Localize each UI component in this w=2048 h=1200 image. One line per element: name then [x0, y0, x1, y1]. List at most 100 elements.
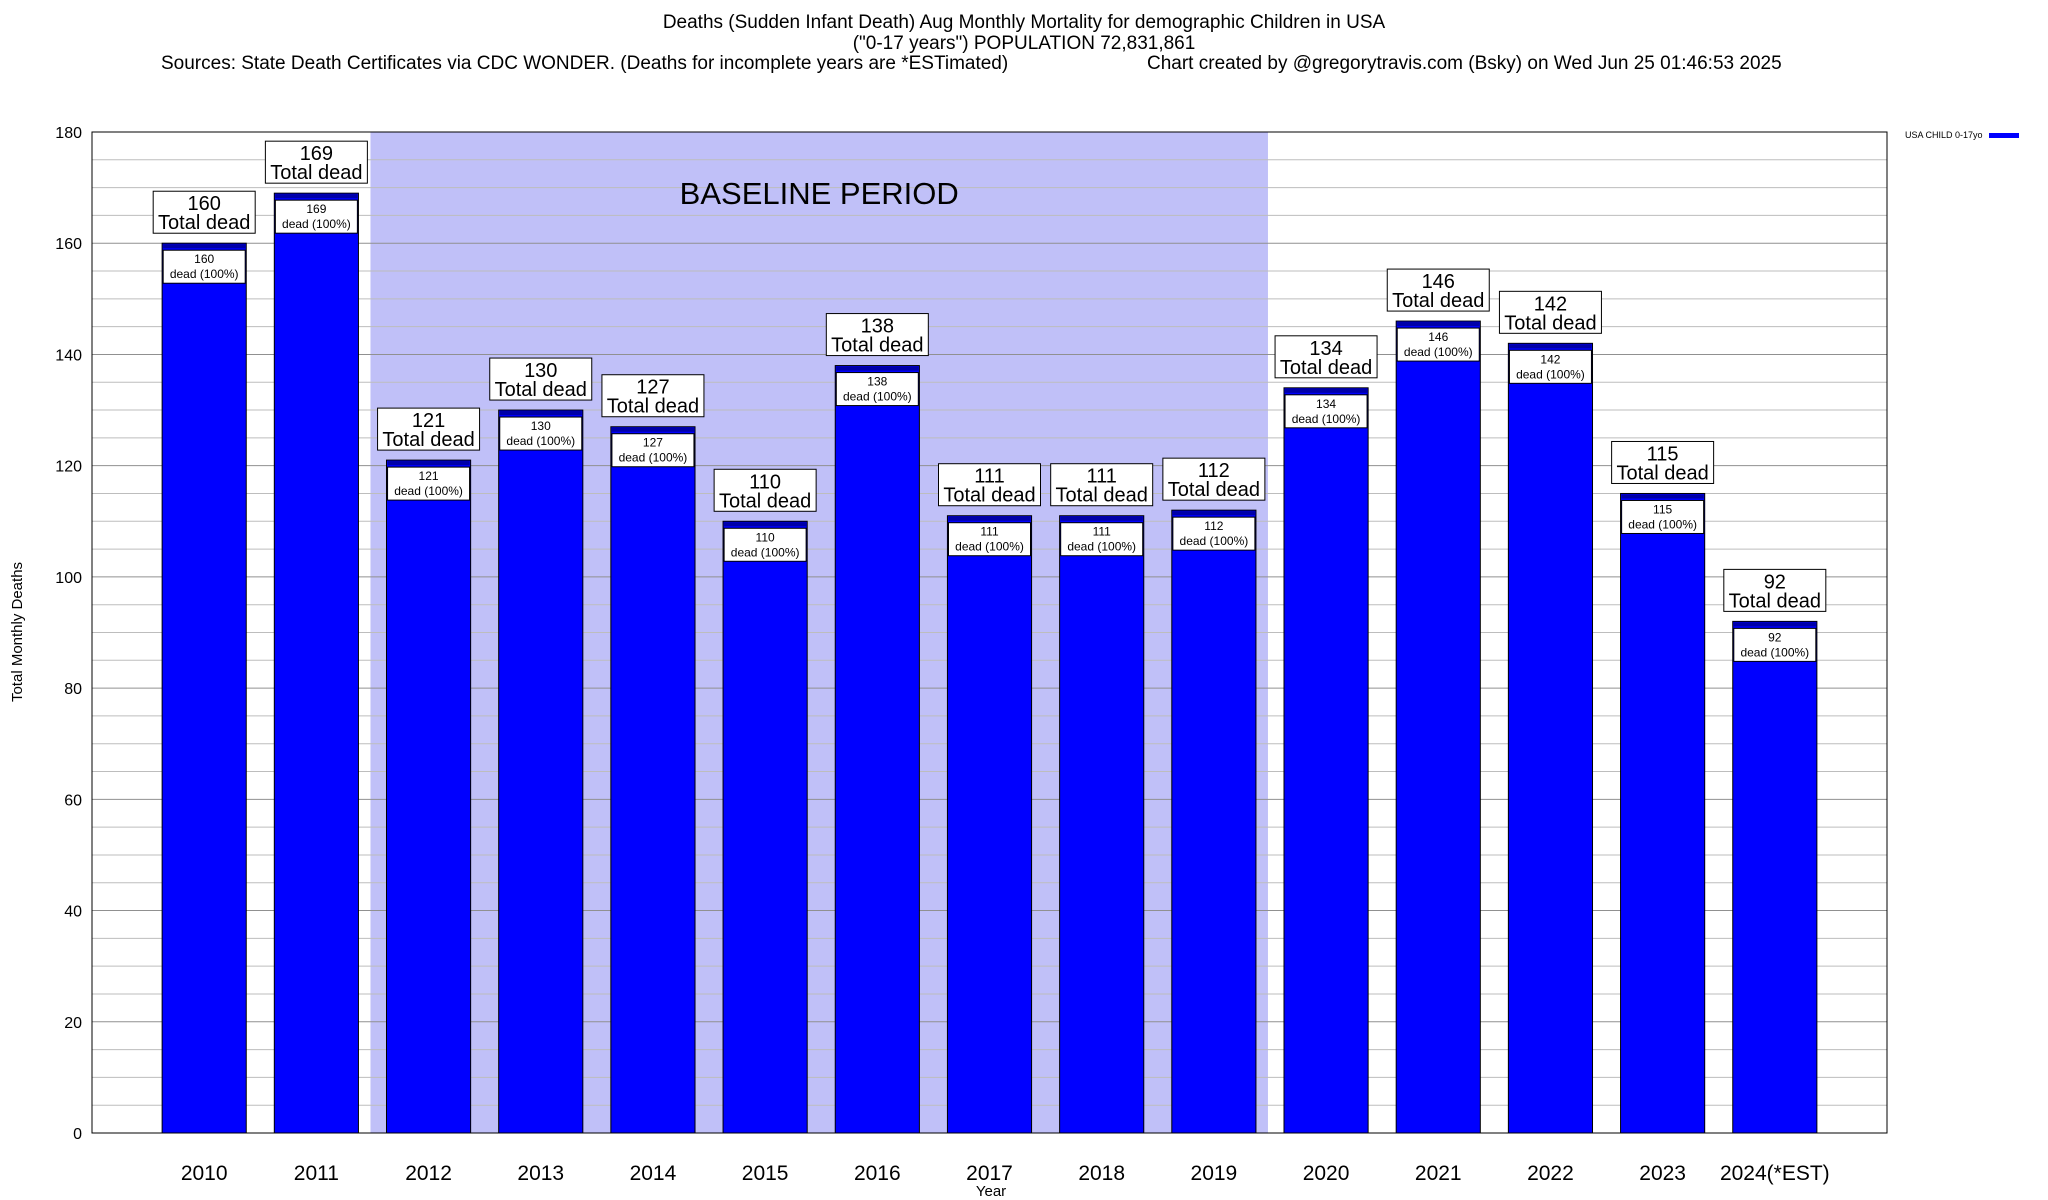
inner-label-value: 111 [1093, 525, 1112, 539]
x-tick-label: 2013 [517, 1162, 564, 1185]
legend-swatch [1988, 132, 2019, 138]
x-tick-label: 2022 [1527, 1162, 1574, 1185]
x-tick-label: 2018 [1078, 1162, 1125, 1185]
top-label-value: 112 [1198, 460, 1230, 482]
legend-label: USA CHILD 0-17yo [1905, 130, 1983, 140]
inner-label-value: 92 [1768, 630, 1782, 644]
top-label-text: Total dead [1392, 290, 1484, 312]
top-label-value: 111 [1086, 466, 1116, 488]
bar-top-stripe [1397, 322, 1480, 327]
x-tick-label: 2016 [854, 1162, 901, 1185]
top-label-box [1611, 440, 1715, 484]
bar [1395, 320, 1481, 1134]
bar [273, 192, 359, 1134]
inner-label-value: 110 [756, 530, 775, 544]
inner-label-text: dead (100%) [1516, 367, 1585, 381]
plot-frame [91, 131, 1888, 1134]
bar-top-stripe [611, 427, 695, 432]
bar [722, 520, 808, 1134]
bar-top-stripe [1621, 494, 1704, 499]
x-tick-label: 2024(*EST) [1720, 1162, 1830, 1185]
bar-top-stripe [948, 516, 1031, 521]
y-axis-label: Total Monthly Deaths [9, 562, 26, 702]
top-label-text: Total dead [719, 490, 811, 512]
top-label-box [1274, 335, 1378, 379]
inner-label-box [835, 372, 919, 407]
top-label-box [601, 374, 705, 418]
top-label-text: Total dead [495, 379, 587, 401]
top-label-box [489, 357, 593, 401]
x-tick-label: 2012 [405, 1162, 452, 1185]
top-label-value: 115 [1647, 443, 1679, 465]
chart-legend: USA CHILD 0-17yo [1905, 130, 2019, 140]
inner-label-box [162, 249, 246, 284]
inner-label-value: 121 [419, 469, 439, 483]
chart-credit: Chart created by @gregorytravis.com (Bsk… [1147, 53, 1782, 74]
inner-label-value: 160 [194, 252, 214, 266]
y-tick-label: 100 [55, 570, 82, 587]
inner-label-text: dead (100%) [394, 484, 463, 498]
bar [1059, 515, 1145, 1134]
inner-label-text: dead (100%) [1628, 517, 1697, 531]
chart-sources: Sources: State Death Certificates via CD… [161, 53, 1009, 74]
top-label-value: 169 [300, 143, 333, 165]
bar-top-stripe [1172, 511, 1255, 516]
top-label-value: 121 [412, 410, 445, 432]
top-label-box [1386, 268, 1490, 312]
inner-label-text: dead (100%) [731, 545, 800, 559]
inner-label-box [1284, 394, 1368, 429]
y-tick-label: 160 [55, 236, 82, 253]
inner-label-value: 142 [1540, 352, 1560, 366]
top-label-value: 130 [524, 360, 557, 382]
inner-label-text: dead (100%) [843, 390, 912, 404]
top-label-value: 92 [1764, 571, 1786, 593]
bar [161, 242, 247, 1134]
y-tick-label: 180 [55, 125, 82, 142]
inner-label-value: 130 [531, 419, 551, 433]
inner-label-text: dead (100%) [955, 540, 1024, 554]
chart-title-line2: ("0-17 years") POPULATION 72,831,861 [852, 33, 1196, 54]
top-label-text: Total dead [607, 396, 699, 418]
bar [385, 459, 472, 1134]
x-tick-label: 2023 [1639, 1162, 1686, 1185]
inner-label-box [611, 433, 695, 468]
inner-label-box [948, 522, 1031, 557]
bar-top-stripe [836, 366, 919, 371]
top-label-box [377, 407, 481, 451]
inner-label-box [1396, 327, 1480, 362]
x-tick-label: 2011 [294, 1162, 339, 1185]
inner-label-text: dead (100%) [170, 267, 239, 281]
bar [498, 409, 584, 1134]
inner-label-box [387, 466, 471, 501]
inner-label-box [499, 416, 583, 451]
top-label-value: 111 [974, 466, 1004, 488]
bar-top-stripe [1509, 344, 1592, 349]
y-tick-label: 0 [73, 1126, 82, 1143]
inner-label-value: 115 [1653, 502, 1672, 516]
bar-top-stripe [499, 411, 582, 416]
chart-title: Deaths (Sudden Infant Death) Aug Monthly… [0, 12, 2048, 54]
top-label-box [713, 468, 817, 512]
bar [1507, 342, 1594, 1134]
inner-label-value: 169 [306, 202, 326, 216]
x-axis-label: Year [976, 1183, 1006, 1200]
inner-label-value: 111 [980, 525, 999, 539]
y-tick-label: 140 [55, 347, 82, 364]
top-label-text: Total dead [158, 212, 250, 234]
inner-label-text: dead (100%) [1292, 412, 1361, 426]
top-label-box [264, 140, 368, 184]
bar-top-stripe [1733, 622, 1816, 627]
top-label-text: Total dead [831, 335, 923, 357]
x-tick-label: 2010 [181, 1162, 228, 1185]
top-label-box [938, 463, 1041, 507]
top-label-text: Total dead [1168, 479, 1260, 501]
bar-top-stripe [275, 194, 358, 199]
y-tick-label: 40 [64, 904, 82, 921]
x-tick-label: 2014 [630, 1162, 677, 1185]
top-label-text: Total dead [1504, 312, 1596, 334]
x-tick-label: 2019 [1191, 1162, 1238, 1185]
bar-top-stripe [1060, 516, 1143, 521]
top-label-box [1162, 457, 1266, 501]
bar [1283, 387, 1369, 1134]
